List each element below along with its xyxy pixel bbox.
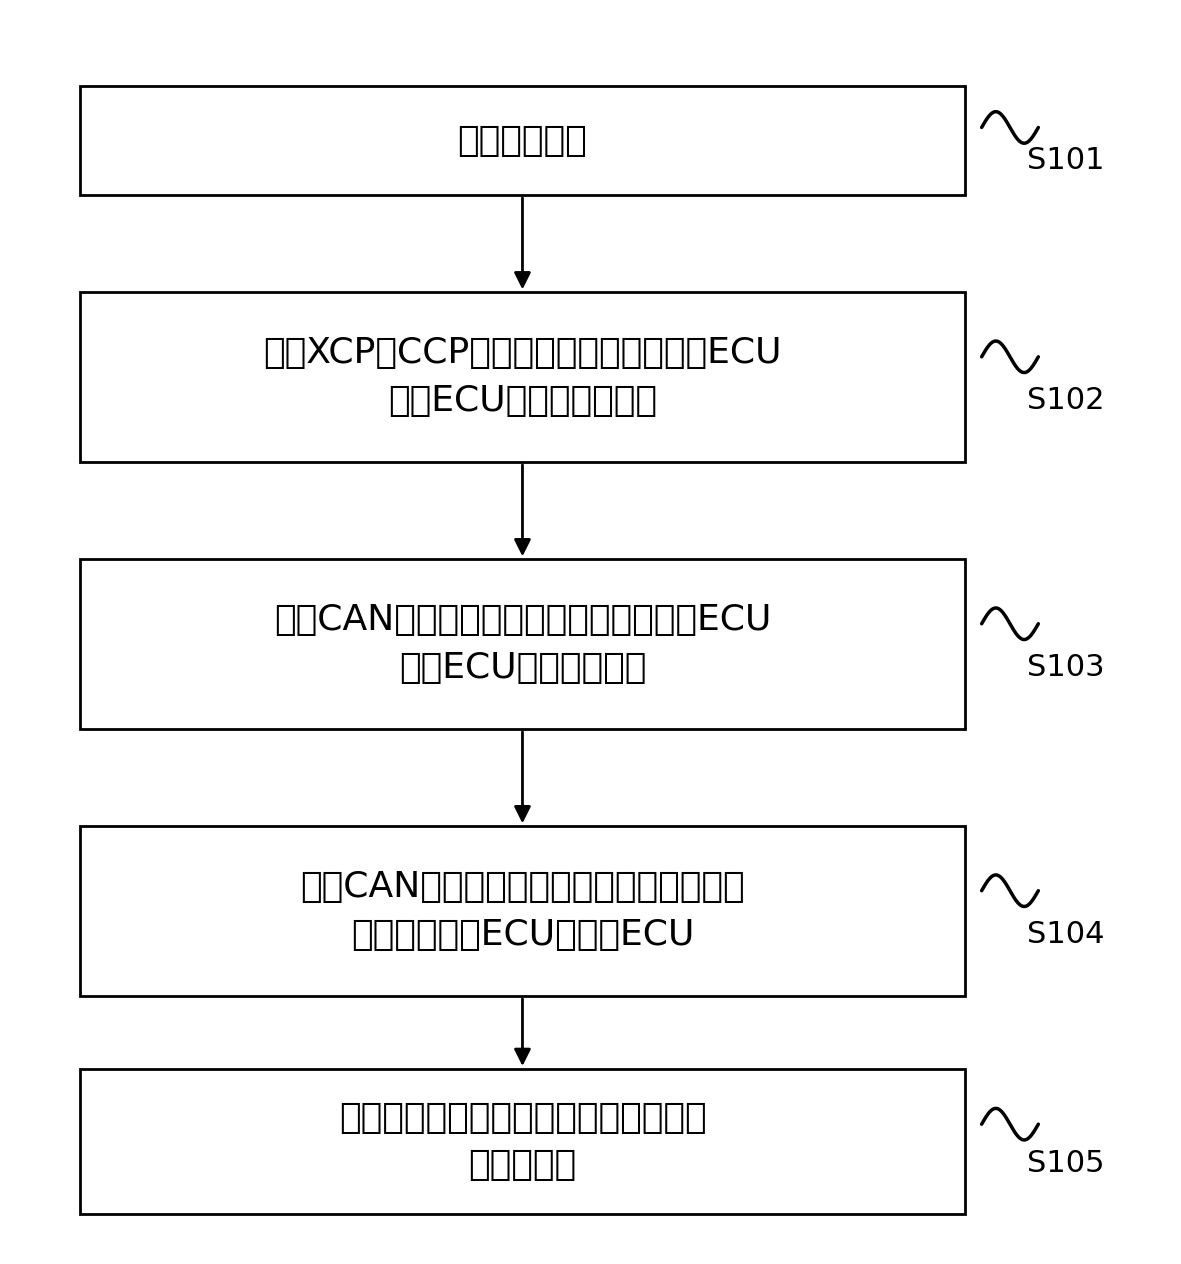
Text: S104: S104 (1027, 920, 1104, 948)
Bar (80, 1069, 965, 1215)
Text: 在数据库中对已区分数据来源的数据信
息进行存储: 在数据库中对已区分数据来源的数据信 息进行存储 (339, 1101, 706, 1182)
Bar (80, 292, 965, 463)
Bar (80, 86, 965, 195)
Text: S103: S103 (1027, 652, 1104, 681)
Text: S102: S102 (1027, 386, 1104, 415)
Text: S101: S101 (1027, 147, 1104, 174)
Text: 基于CAN总线的接口号对采集到的数据信息
区分来源是主ECU还是从ECU: 基于CAN总线的接口号对采集到的数据信息 区分来源是主ECU还是从ECU (300, 871, 745, 952)
Bar (80, 827, 965, 996)
Bar (80, 559, 965, 729)
Text: 获取配置信息: 获取配置信息 (457, 124, 587, 158)
Text: 基于XCP或CCP协议按照配置信息配置主ECU
和从ECU的数据发送通道: 基于XCP或CCP协议按照配置信息配置主ECU 和从ECU的数据发送通道 (263, 336, 782, 418)
Text: 通过CAN总线对已配置数据发送通道的主ECU
和从ECU进行数据采集: 通过CAN总线对已配置数据发送通道的主ECU 和从ECU进行数据采集 (274, 603, 771, 685)
Text: S105: S105 (1027, 1149, 1104, 1178)
